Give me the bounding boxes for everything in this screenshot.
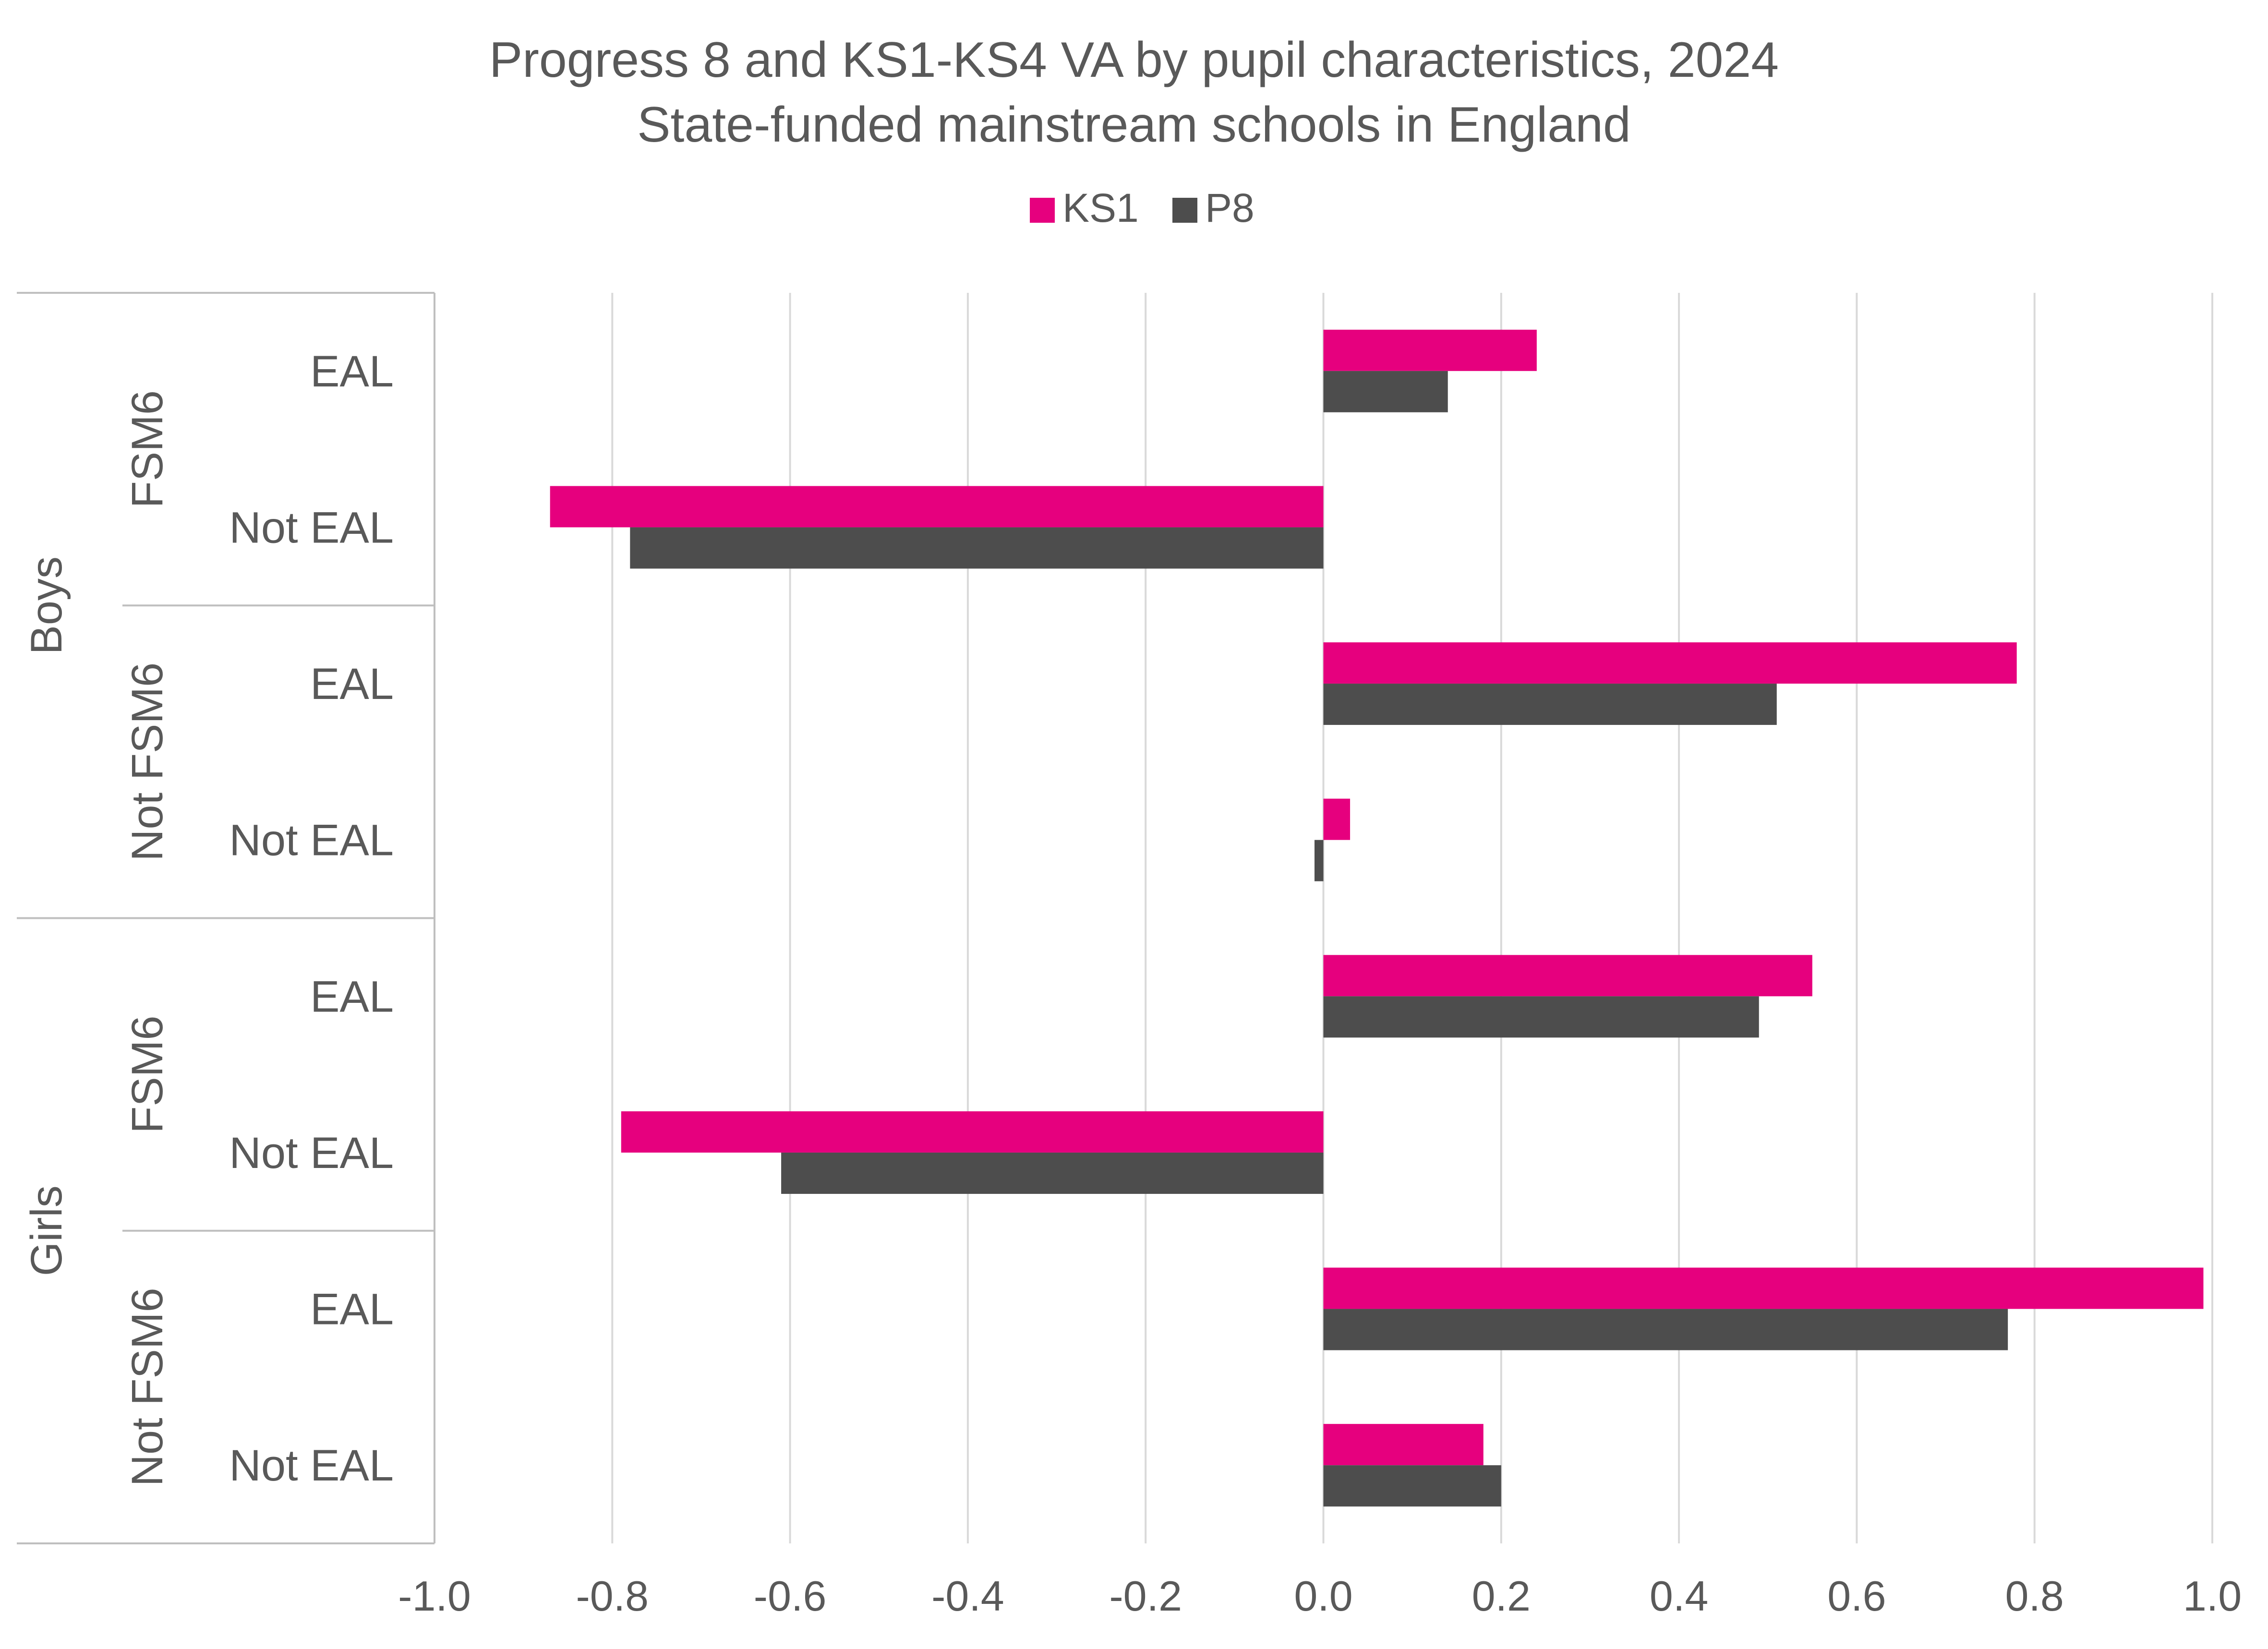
- x-tick-label: -0.6: [754, 1572, 827, 1620]
- x-axis-tick-labels: -1.0 -0.8 -0.6 -0.4 -0.2 0.0 0.2 0.4 0.6 0.8 1.0: [398, 1572, 2242, 1620]
- subgroup-label: Not FSM6: [123, 662, 172, 861]
- bar-p8: [1323, 996, 1759, 1038]
- bar-p8: [630, 527, 1324, 569]
- bar-ks1: [1323, 798, 1351, 840]
- bar-ks1: [1323, 955, 1812, 997]
- bar-ks1: [621, 1111, 1324, 1153]
- category-label: EAL: [310, 972, 394, 1021]
- category-labels: EAL Not EAL EAL Not EAL EAL Not EAL EAL Not EAL…: [22, 347, 394, 1490]
- bar-ks1: [1323, 329, 1537, 371]
- bar-p8: [1323, 684, 1777, 725]
- gridlines: [434, 293, 2213, 1543]
- subgroup-label: FSM6: [123, 1015, 172, 1133]
- subgroup-label: Not FSM6: [123, 1288, 172, 1486]
- category-label: EAL: [310, 660, 394, 709]
- bar-p8: [781, 1152, 1324, 1194]
- bar-p8: [1323, 1465, 1501, 1507]
- bar-ks1: [1323, 642, 2017, 684]
- bar-p8: [1323, 1309, 2008, 1350]
- category-label: Not EAL: [229, 1129, 394, 1178]
- category-label: EAL: [310, 347, 394, 396]
- bar-ks1: [1323, 1267, 2204, 1309]
- x-tick-label: 1.0: [2183, 1572, 2242, 1620]
- bars: [550, 329, 2204, 1507]
- legend-swatch-p8: [1172, 198, 1197, 223]
- category-label: Not EAL: [229, 1441, 394, 1490]
- subgroup-label: FSM6: [123, 390, 172, 508]
- bar-ks1: [1323, 1424, 1484, 1466]
- x-tick-label: 0.8: [2005, 1572, 2064, 1620]
- bar-ks1: [550, 486, 1324, 528]
- x-tick-label: 0.4: [1650, 1572, 1708, 1620]
- bar-p8: [1314, 840, 1324, 881]
- x-tick-label: -0.4: [931, 1572, 1004, 1620]
- x-tick-label: -0.2: [1109, 1572, 1182, 1620]
- category-label: Not EAL: [229, 503, 394, 552]
- legend-label-ks1: KS1: [1062, 185, 1139, 230]
- x-tick-label: 0.0: [1294, 1572, 1352, 1620]
- axis-lines: [17, 292, 435, 1544]
- x-tick-label: 0.2: [1472, 1572, 1531, 1620]
- x-tick-label: -1.0: [398, 1572, 471, 1620]
- group-label: Boys: [22, 556, 71, 655]
- chart-subtitle: State-funded mainstream schools in Engla…: [637, 97, 1631, 153]
- category-label: Not EAL: [229, 816, 394, 865]
- legend-label-p8: P8: [1205, 185, 1255, 230]
- legend-swatch-ks1: [1030, 198, 1055, 223]
- chart-title: Progress 8 and KS1-KS4 VA by pupil chara…: [489, 32, 1779, 88]
- x-tick-label: -0.8: [576, 1572, 649, 1620]
- legend: KS1 P8: [1030, 185, 1255, 230]
- category-label: EAL: [310, 1285, 394, 1334]
- bar-p8: [1323, 371, 1448, 412]
- x-tick-label: 0.6: [1827, 1572, 1886, 1620]
- group-label: Girls: [22, 1185, 71, 1276]
